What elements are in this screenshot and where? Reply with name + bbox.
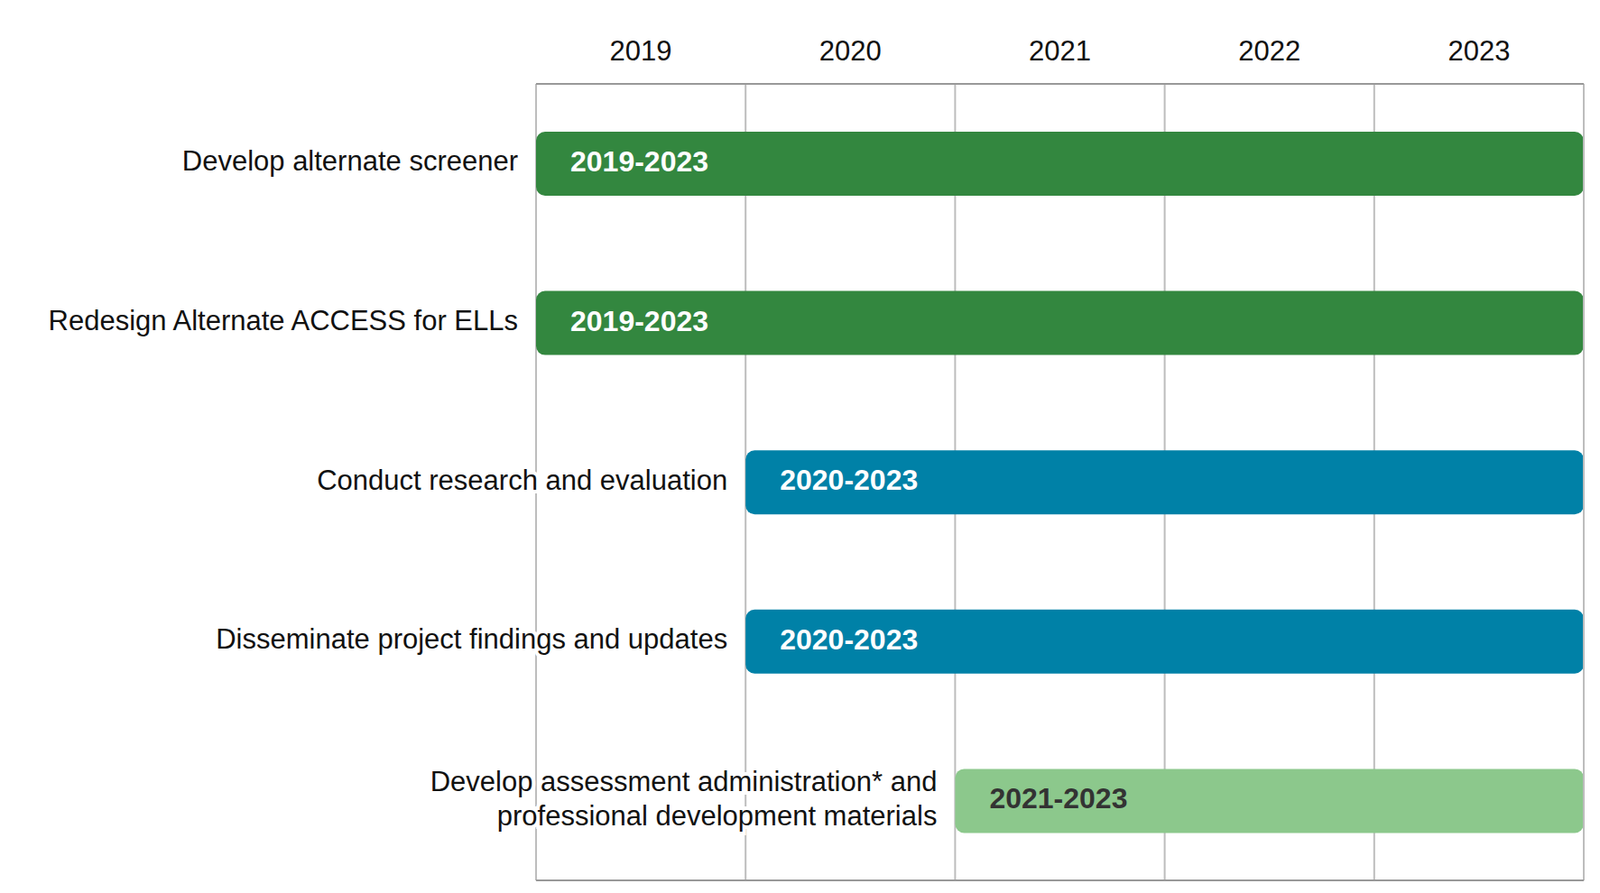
svg-text:Develop assessment administrat: Develop assessment administration* andpr… [430,766,938,833]
svg-text:2019: 2019 [610,35,673,67]
svg-text:2020: 2020 [819,35,882,67]
svg-text:Redesign Alternate ACCESS for: Redesign Alternate ACCESS for ELLs [48,305,518,337]
svg-text:2020-2023: 2020-2023 [779,463,918,497]
svg-text:2022: 2022 [1238,35,1301,67]
svg-text:2019-2023: 2019-2023 [570,305,709,338]
svg-text:2020-2023: 2020-2023 [779,623,918,657]
svg-text:2021-2023: 2021-2023 [989,782,1128,815]
svg-text:2023: 2023 [1447,35,1510,67]
svg-text:2021: 2021 [1028,35,1092,67]
svg-text:Disseminate project findings a: Disseminate project findings and updates [215,623,728,656]
svg-text:Conduct research and evaluatio: Conduct research and evaluation [316,464,728,497]
svg-text:Develop alternate screener: Develop alternate screener [182,145,518,177]
svg-text:2019-2023: 2019-2023 [570,145,709,178]
